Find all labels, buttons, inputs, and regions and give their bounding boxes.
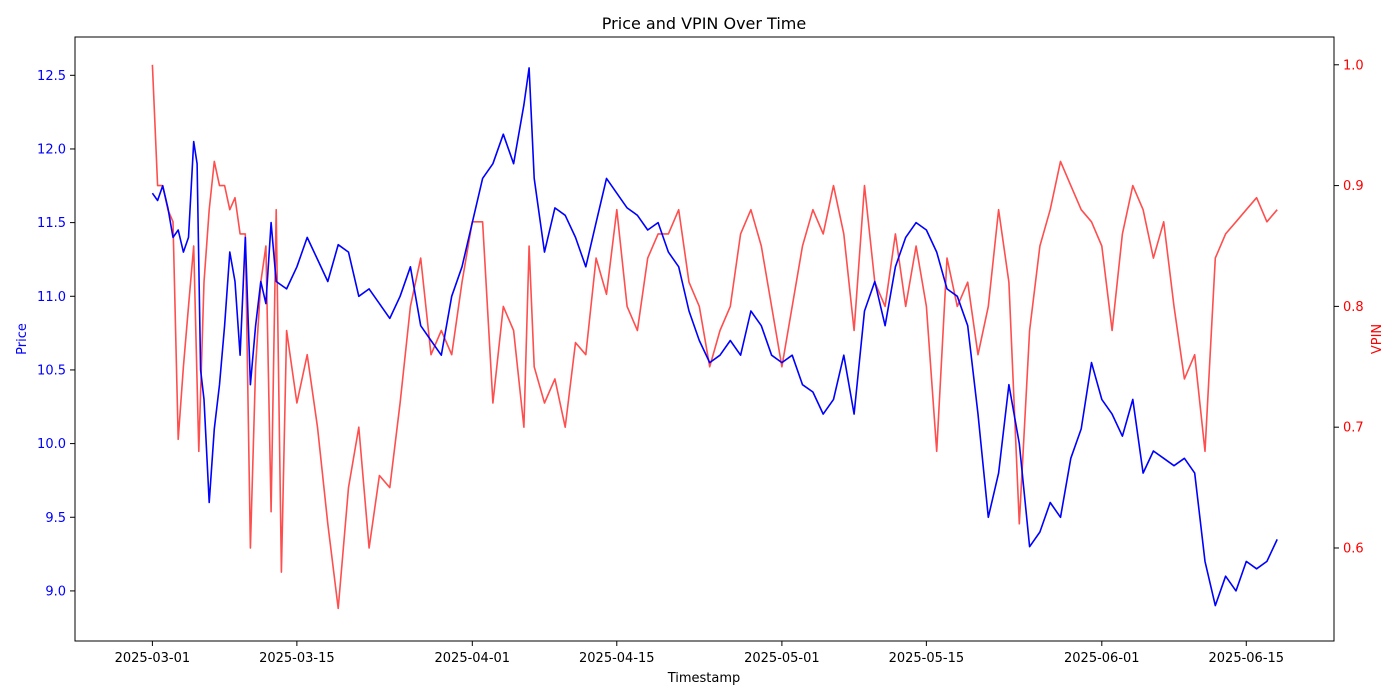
y-right-tick-label: 0.6	[1343, 541, 1364, 556]
y-left-tick-label: 11.5	[37, 216, 66, 231]
y-left-tick-label: 12.0	[37, 142, 66, 157]
y-axis-left-label: Price	[15, 323, 30, 355]
y-right-tick-label: 0.7	[1343, 421, 1364, 436]
y-left-tick-label: 11.0	[37, 290, 66, 305]
x-axis-label: Timestamp	[667, 671, 741, 686]
y-axis-right-label: VPIN	[1370, 324, 1385, 354]
series-layer	[151, 64, 1278, 610]
price-line	[151, 67, 1278, 607]
y-right-tick-label: 1.0	[1343, 58, 1364, 73]
x-tick-label: 2025-06-01	[1064, 651, 1140, 666]
x-tick-label: 2025-06-15	[1209, 651, 1285, 666]
x-tick-label: 2025-03-01	[115, 651, 191, 666]
y-left-tick-label: 10.5	[37, 363, 66, 378]
y-left-tick-label: 10.0	[37, 437, 66, 452]
plot-frame	[74, 36, 1335, 642]
y-left-tick-label: 12.5	[37, 69, 66, 84]
x-tick-label: 2025-04-01	[435, 651, 511, 666]
x-tick-label: 2025-04-15	[579, 651, 655, 666]
x-axis: 2025-03-01 2025-03-15 2025-04-01 2025-04-15…	[115, 641, 1284, 666]
y-left-tick-label: 9.0	[45, 584, 66, 599]
y-axis-right: 0.6 0.7 0.8 0.9 1.0	[1334, 58, 1364, 556]
y-right-tick-label: 0.8	[1343, 300, 1364, 315]
y-left-tick-label: 9.5	[45, 511, 66, 526]
y-right-tick-label: 0.9	[1343, 179, 1364, 194]
x-tick-label: 2025-05-15	[889, 651, 965, 666]
vpin-line	[151, 64, 1278, 610]
y-axis-left: 9.0 9.5 10.0 10.5 11.0 11.5 12.0 12.5	[37, 69, 75, 599]
chart-title: Price and VPIN Over Time	[602, 14, 806, 33]
x-tick-label: 2025-05-01	[744, 651, 820, 666]
x-tick-label: 2025-03-15	[259, 651, 335, 666]
